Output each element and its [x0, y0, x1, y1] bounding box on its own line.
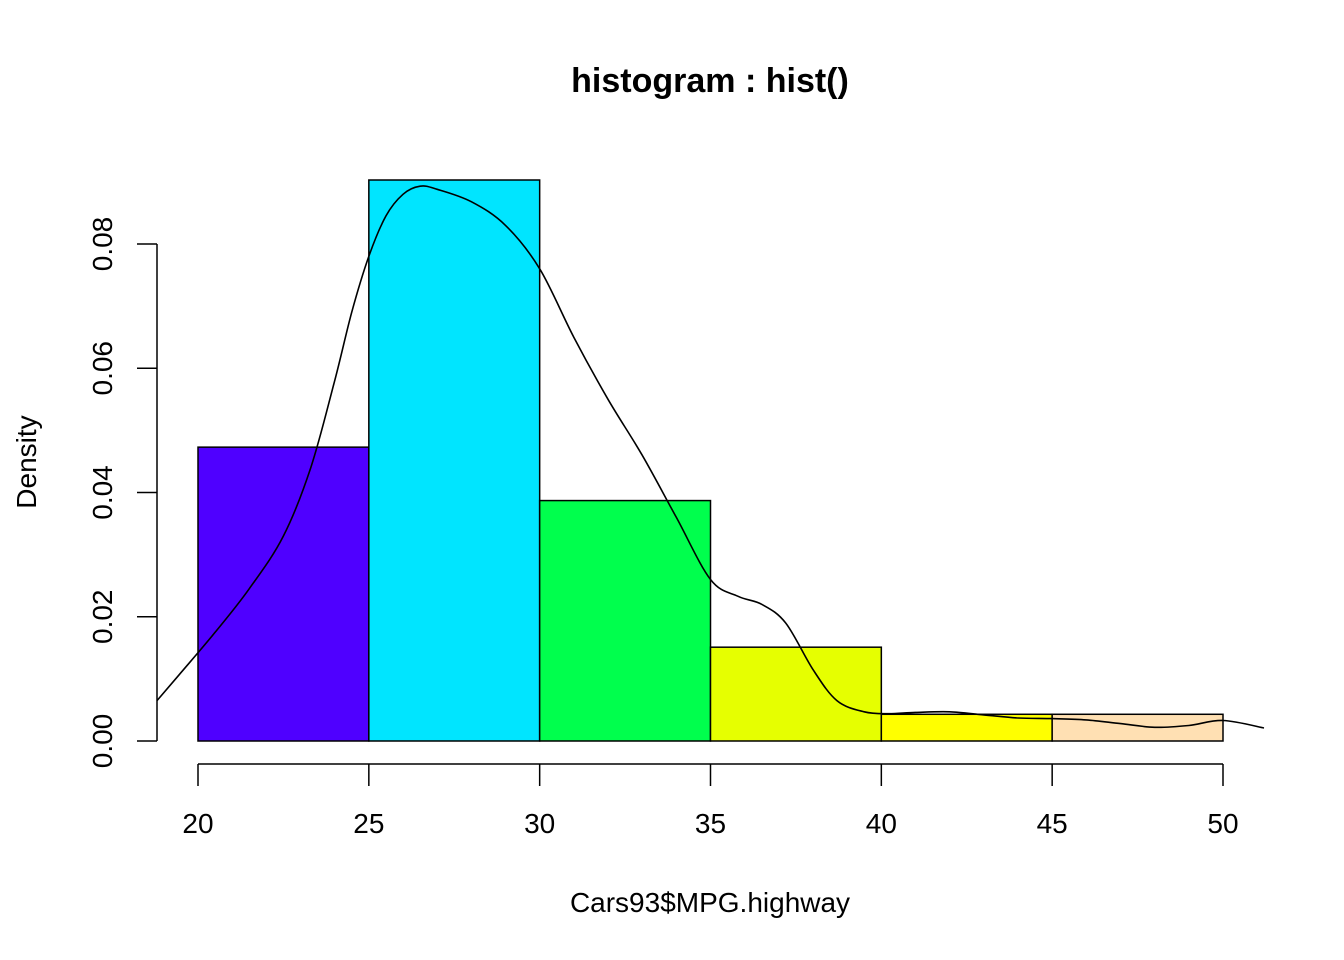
x-tick-label: 25 [353, 808, 384, 839]
x-tick-label: 20 [182, 808, 213, 839]
histogram-bar [538, 499, 712, 742]
y-axis: 0.00 0.02 0.04 0.06 0.08 [87, 217, 158, 769]
histogram-bar [368, 179, 541, 742]
y-tick-label: 0.04 [87, 465, 118, 519]
histogram-bar [1051, 713, 1224, 742]
chart-title: histogram : hist() [571, 62, 849, 100]
y-tick-label: 0.00 [87, 714, 118, 769]
y-axis-label: Density [11, 415, 42, 508]
x-tick-label: 35 [695, 808, 726, 839]
density-curve [156, 185, 1265, 729]
x-tick-label: 30 [524, 808, 555, 839]
x-tick-label: 40 [866, 808, 897, 839]
histogram-bar [709, 646, 883, 742]
x-axis-label: Cars93$MPG.highway [570, 887, 850, 918]
y-tick-label: 0.06 [87, 341, 118, 396]
x-tick-label: 50 [1207, 808, 1238, 839]
y-tick-label: 0.02 [87, 589, 118, 644]
x-axis: 20 25 30 35 40 45 50 [182, 763, 1239, 839]
histogram-bar [197, 446, 370, 742]
bars-group [197, 179, 1224, 742]
y-tick-label: 0.08 [87, 217, 118, 272]
x-tick-label: 45 [1037, 808, 1068, 839]
